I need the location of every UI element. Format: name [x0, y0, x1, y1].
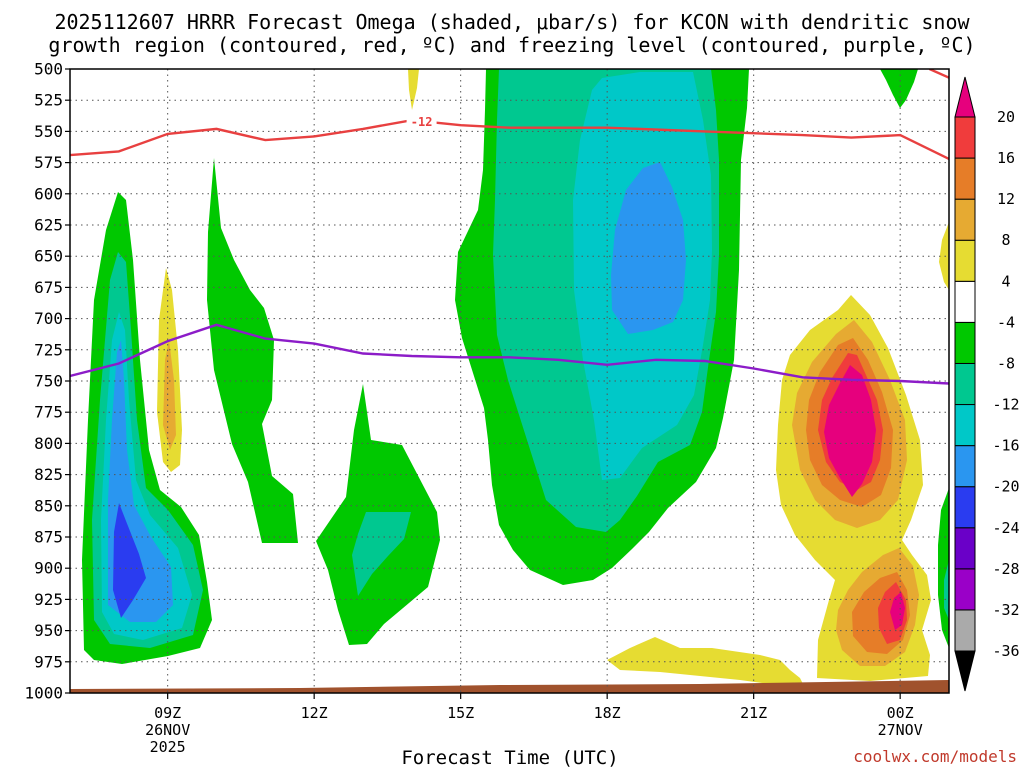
chart-title-line-1: 2025112607 HRRR Forecast Omega (shaded, … [54, 10, 970, 34]
colorbar-tick-label: 16 [997, 149, 1015, 167]
omega-fill-early-gold [163, 340, 176, 450]
omega-fill-lowlevel-yellow [607, 637, 805, 688]
colorbar-tick-label: -20 [992, 478, 1019, 496]
x-tick-date: 26NOV [145, 721, 190, 739]
y-tick-label: 625 [34, 216, 63, 235]
omega-fill-main-blue [611, 162, 686, 334]
dgz-contour-label: -12 [411, 115, 433, 129]
y-tick-label: 725 [34, 340, 63, 359]
x-tick-label: 21Z [740, 704, 767, 722]
x-tick-label: 09Z [154, 704, 181, 722]
colorbar-box [954, 362, 976, 406]
colorbar-box [954, 280, 976, 323]
y-tick-label: 650 [34, 247, 63, 266]
omega-fill-early-darkblue [113, 503, 146, 618]
colorbar-box [954, 116, 976, 159]
colorbar-box [954, 404, 976, 447]
omega-fill-top-yellow [408, 69, 419, 110]
y-tick-label: 525 [34, 91, 63, 110]
y-tick-label: 900 [34, 559, 63, 578]
y-tick-label: 925 [34, 590, 63, 609]
x-tick-label: 15Z [447, 704, 474, 722]
x-tick-date: 27NOV [878, 721, 923, 739]
omega-fill-right-seagreen [944, 560, 949, 620]
omega-fill-topright-green [880, 69, 918, 108]
dgz-contour-label-background [406, 113, 437, 129]
colorbar-box [954, 527, 976, 570]
y-tick-label: 575 [34, 153, 63, 172]
omega-shading [82, 69, 949, 688]
site-credit: coolwx.com/models [853, 747, 1017, 766]
colorbar-box [954, 486, 976, 529]
x-axis-label: Forecast Time (UTC) [401, 747, 618, 768]
chart-title-line-2: growth region (contoured, red, ºC) and f… [48, 33, 975, 57]
colorbar-tick-label: -28 [992, 560, 1019, 578]
colorbar-box [954, 198, 976, 241]
terrain-surface [70, 680, 949, 693]
omega-fill-lower-magenta [890, 592, 905, 630]
y-tick-label: 1000 [24, 684, 63, 703]
colorbar-arrow-low [954, 650, 976, 692]
dgz-contour-tail [929, 69, 949, 79]
y-tick-label: 850 [34, 496, 63, 515]
y-tick-label: 600 [34, 184, 63, 203]
y-tick-label: 800 [34, 434, 63, 453]
omega-fill-col13-seagreen [352, 512, 411, 596]
y-axis: 500 525 550 575 600 625 650 675 700 725 750 775 800 8… [24, 60, 70, 703]
y-tick-label: 950 [34, 621, 63, 640]
colorbar-tick-label: -8 [997, 354, 1015, 372]
colorbar-box [954, 568, 976, 611]
colorbar-tick-label: -32 [992, 601, 1019, 619]
y-tick-label: 975 [34, 652, 63, 671]
omega-fill-right-yellow [939, 222, 949, 290]
colorbar-box [954, 239, 976, 282]
x-tick-label: 12Z [301, 704, 328, 722]
freezing-level-contour-line [70, 323, 949, 385]
y-tick-label: 675 [34, 278, 63, 297]
omega-fill-col10-green [207, 158, 298, 543]
colorbar-box [954, 609, 976, 652]
colorbar-tick-label: 20 [997, 108, 1015, 126]
colorbar-tick-label: 4 [1001, 272, 1010, 290]
colorbar-tick-label: 8 [1001, 231, 1010, 249]
colorbar-arrow-high [954, 76, 976, 118]
y-tick-label: 775 [34, 403, 63, 422]
colorbar-tick-label: -4 [997, 313, 1015, 331]
colorbar-tick-label: -36 [992, 642, 1019, 660]
colorbar-tick-label: 12 [997, 190, 1015, 208]
colorbar-tick-label: -24 [992, 519, 1019, 537]
x-tick-label: 00Z [887, 704, 914, 722]
colorbar-box [954, 445, 976, 488]
colorbar-tick-label: -12 [992, 396, 1019, 414]
colorbar-box [954, 157, 976, 200]
x-tick-label: 18Z [594, 704, 621, 722]
colorbar-tick-label: -16 [992, 437, 1019, 455]
y-tick-label: 700 [34, 309, 63, 328]
gridlines [70, 69, 949, 693]
y-tick-label: 550 [34, 122, 63, 141]
plot-area: -12 [70, 69, 949, 693]
y-tick-label: 825 [34, 465, 63, 484]
y-tick-label: 875 [34, 528, 63, 547]
y-tick-label: 750 [34, 372, 63, 391]
x-tick-year: 2025 [150, 738, 186, 756]
y-tick-label: 500 [34, 60, 63, 79]
omega-fill-evening-magenta [824, 365, 876, 497]
colorbar: -36 -32 -28 -24 -20 -16 -12 -8 -4 4 8 12 16 20 [954, 76, 1020, 692]
colorbar-box [954, 321, 976, 364]
